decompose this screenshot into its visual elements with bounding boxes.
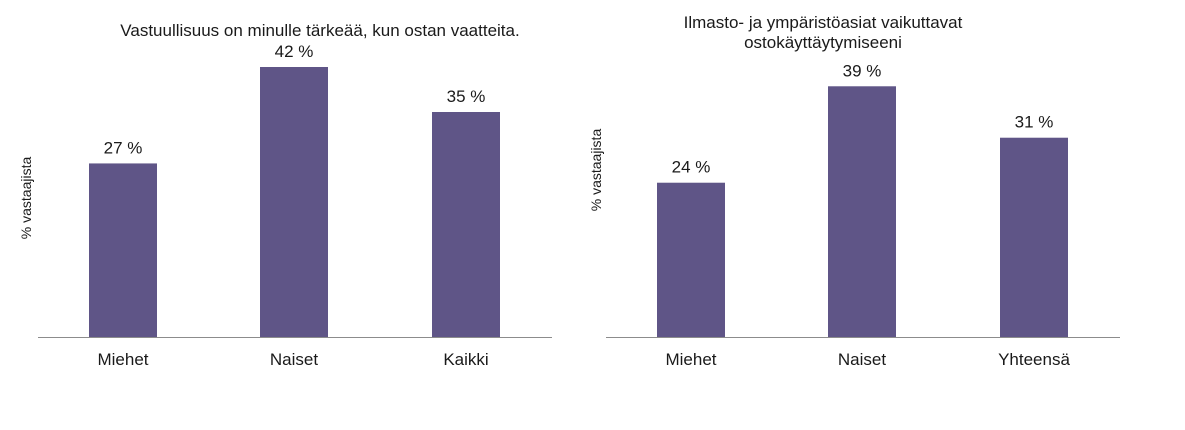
bar bbox=[260, 67, 328, 337]
y-axis-title: % vastaajista bbox=[18, 157, 34, 240]
data-label: 39 % bbox=[843, 61, 882, 80]
chart-title-line: Vastuullisuus on minulle tärkeää, kun os… bbox=[120, 21, 519, 40]
category-tick-label: Yhteensä bbox=[998, 350, 1070, 369]
bar bbox=[828, 86, 896, 338]
data-label: 35 % bbox=[447, 87, 486, 106]
category-tick-label: Miehet bbox=[97, 350, 148, 369]
bar bbox=[89, 163, 157, 337]
chart-title-line: ostokäyttäytymiseeni bbox=[744, 33, 902, 52]
chart-climate-environment: Ilmasto- ja ympäristöasiat vaikuttavatos… bbox=[588, 13, 1120, 369]
category-tick-label: Naiset bbox=[838, 350, 886, 369]
bar bbox=[657, 182, 725, 337]
y-axis-title: % vastaajista bbox=[588, 129, 604, 212]
bar bbox=[432, 112, 500, 337]
data-label: 31 % bbox=[1015, 113, 1054, 132]
category-tick-label: Kaikki bbox=[443, 350, 488, 369]
data-label: 42 % bbox=[275, 42, 314, 61]
bar bbox=[1000, 137, 1068, 337]
data-label: 24 % bbox=[672, 158, 711, 177]
chart-responsibility: Vastuullisuus on minulle tärkeää, kun os… bbox=[18, 21, 552, 369]
chart-title-line: Ilmasto- ja ympäristöasiat vaikuttavat bbox=[684, 13, 963, 32]
category-tick-label: Naiset bbox=[270, 350, 318, 369]
data-label: 27 % bbox=[104, 138, 143, 157]
category-tick-label: Miehet bbox=[665, 350, 716, 369]
